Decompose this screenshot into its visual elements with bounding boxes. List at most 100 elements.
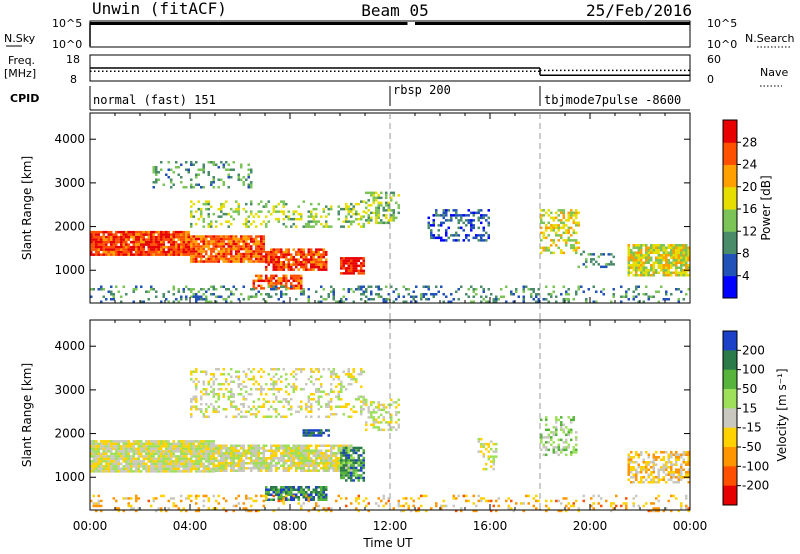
heatmap-cell [220, 178, 223, 181]
heatmap-cell [100, 509, 103, 513]
heatmap-cell [182, 230, 185, 234]
heatmap-cell [675, 271, 678, 274]
heatmap-cell [97, 460, 100, 463]
heatmap-cell [677, 244, 680, 247]
heatmap-cell [160, 440, 163, 443]
heatmap-cell [362, 257, 365, 260]
heatmap-cell [632, 246, 635, 249]
heatmap-cell [565, 441, 568, 444]
heatmap-cell [567, 226, 570, 230]
heatmap-cell [142, 233, 145, 236]
heatmap-cell [637, 300, 640, 303]
heatmap-cell [275, 452, 278, 455]
heatmap-cell [265, 462, 268, 465]
heatmap-cell [302, 493, 305, 496]
heatmap-cell [485, 214, 488, 217]
heatmap-cell [355, 476, 358, 480]
heatmap-cell [177, 245, 180, 249]
heatmap-cell [277, 210, 280, 213]
heatmap-cell [295, 274, 298, 278]
heatmap-cell [187, 168, 190, 171]
heatmap-cell [350, 469, 353, 472]
heatmap-cell [237, 393, 240, 396]
heatmap-cell [210, 445, 213, 448]
heatmap-cell [135, 440, 138, 443]
heatmap-cell [317, 300, 320, 303]
heatmap-cell [680, 246, 683, 249]
heatmap-cell [297, 263, 300, 266]
heatmap-cell [572, 214, 575, 217]
heatmap-cell [237, 502, 240, 505]
heatmap-cell [257, 284, 260, 288]
heatmap-cell [200, 470, 203, 473]
heatmap-cell [322, 298, 325, 301]
heatmap-cell [565, 244, 568, 247]
heatmap-cell [150, 445, 153, 448]
heatmap-cell [147, 467, 150, 471]
heatmap-cell [257, 383, 260, 386]
heatmap-cell [305, 496, 308, 499]
heatmap-cell [255, 293, 258, 296]
heatmap-cell [322, 390, 325, 393]
heatmap-cell [197, 242, 200, 246]
heatmap-cell [130, 250, 133, 254]
heatmap-cell [322, 288, 325, 291]
heatmap-cell [632, 261, 635, 264]
heatmap-cell [92, 462, 95, 466]
heatmap-cell [352, 474, 355, 477]
heatmap-cell [440, 239, 443, 242]
heatmap-cell [200, 410, 203, 413]
heatmap-cell [285, 215, 288, 218]
heatmap-cell [107, 290, 110, 293]
heatmap-cell [225, 300, 228, 303]
heatmap-cell [92, 504, 95, 508]
colorbar-swatch [723, 231, 737, 254]
heatmap-cell [382, 209, 385, 212]
heatmap-cell [267, 498, 270, 501]
heatmap-cell [155, 238, 158, 241]
heatmap-cell [177, 250, 180, 254]
heatmap-cell [302, 467, 305, 470]
heatmap-cell [210, 378, 213, 381]
heatmap-cell [160, 442, 163, 446]
heatmap-cell [282, 454, 285, 457]
heatmap-cell [125, 455, 128, 458]
heatmap-cell [687, 249, 690, 252]
heatmap-cell [512, 300, 515, 303]
heatmap-cell [285, 253, 288, 256]
heatmap-cell [177, 457, 180, 461]
heatmap-cell [157, 442, 160, 446]
heatmap-cell [150, 238, 153, 241]
heatmap-cell [687, 451, 690, 454]
heatmap-cell [190, 210, 193, 213]
heatmap-cell [102, 235, 105, 239]
heatmap-cell [302, 457, 305, 460]
heatmap-cell [317, 250, 320, 254]
heatmap-cell [330, 464, 333, 467]
heatmap-cell [155, 178, 158, 181]
heatmap-cell [177, 445, 180, 448]
heatmap-cell [117, 452, 120, 456]
heatmap-cell [260, 210, 263, 213]
heatmap-cell [392, 211, 395, 215]
heatmap-cell [492, 462, 495, 466]
heatmap-cell [207, 242, 210, 246]
heatmap-cell [135, 243, 138, 246]
heatmap-cell [240, 252, 243, 256]
heatmap-cell [197, 237, 200, 241]
heatmap-cell [247, 462, 250, 465]
heatmap-cell [665, 481, 668, 484]
heatmap-cell [667, 471, 670, 474]
heatmap-cell [562, 431, 565, 434]
heatmap-cell [417, 509, 420, 513]
heatmap-cell [565, 224, 568, 227]
heatmap-cell [365, 211, 368, 215]
heatmap-cell [102, 445, 105, 448]
heatmap-cell [190, 215, 193, 218]
heatmap-cell [227, 462, 230, 465]
heatmap-cell [120, 235, 123, 239]
heatmap-cell [370, 204, 373, 207]
heatmap-cell [200, 295, 203, 298]
heatmap-cell [177, 465, 180, 468]
heatmap-cell [342, 259, 345, 263]
